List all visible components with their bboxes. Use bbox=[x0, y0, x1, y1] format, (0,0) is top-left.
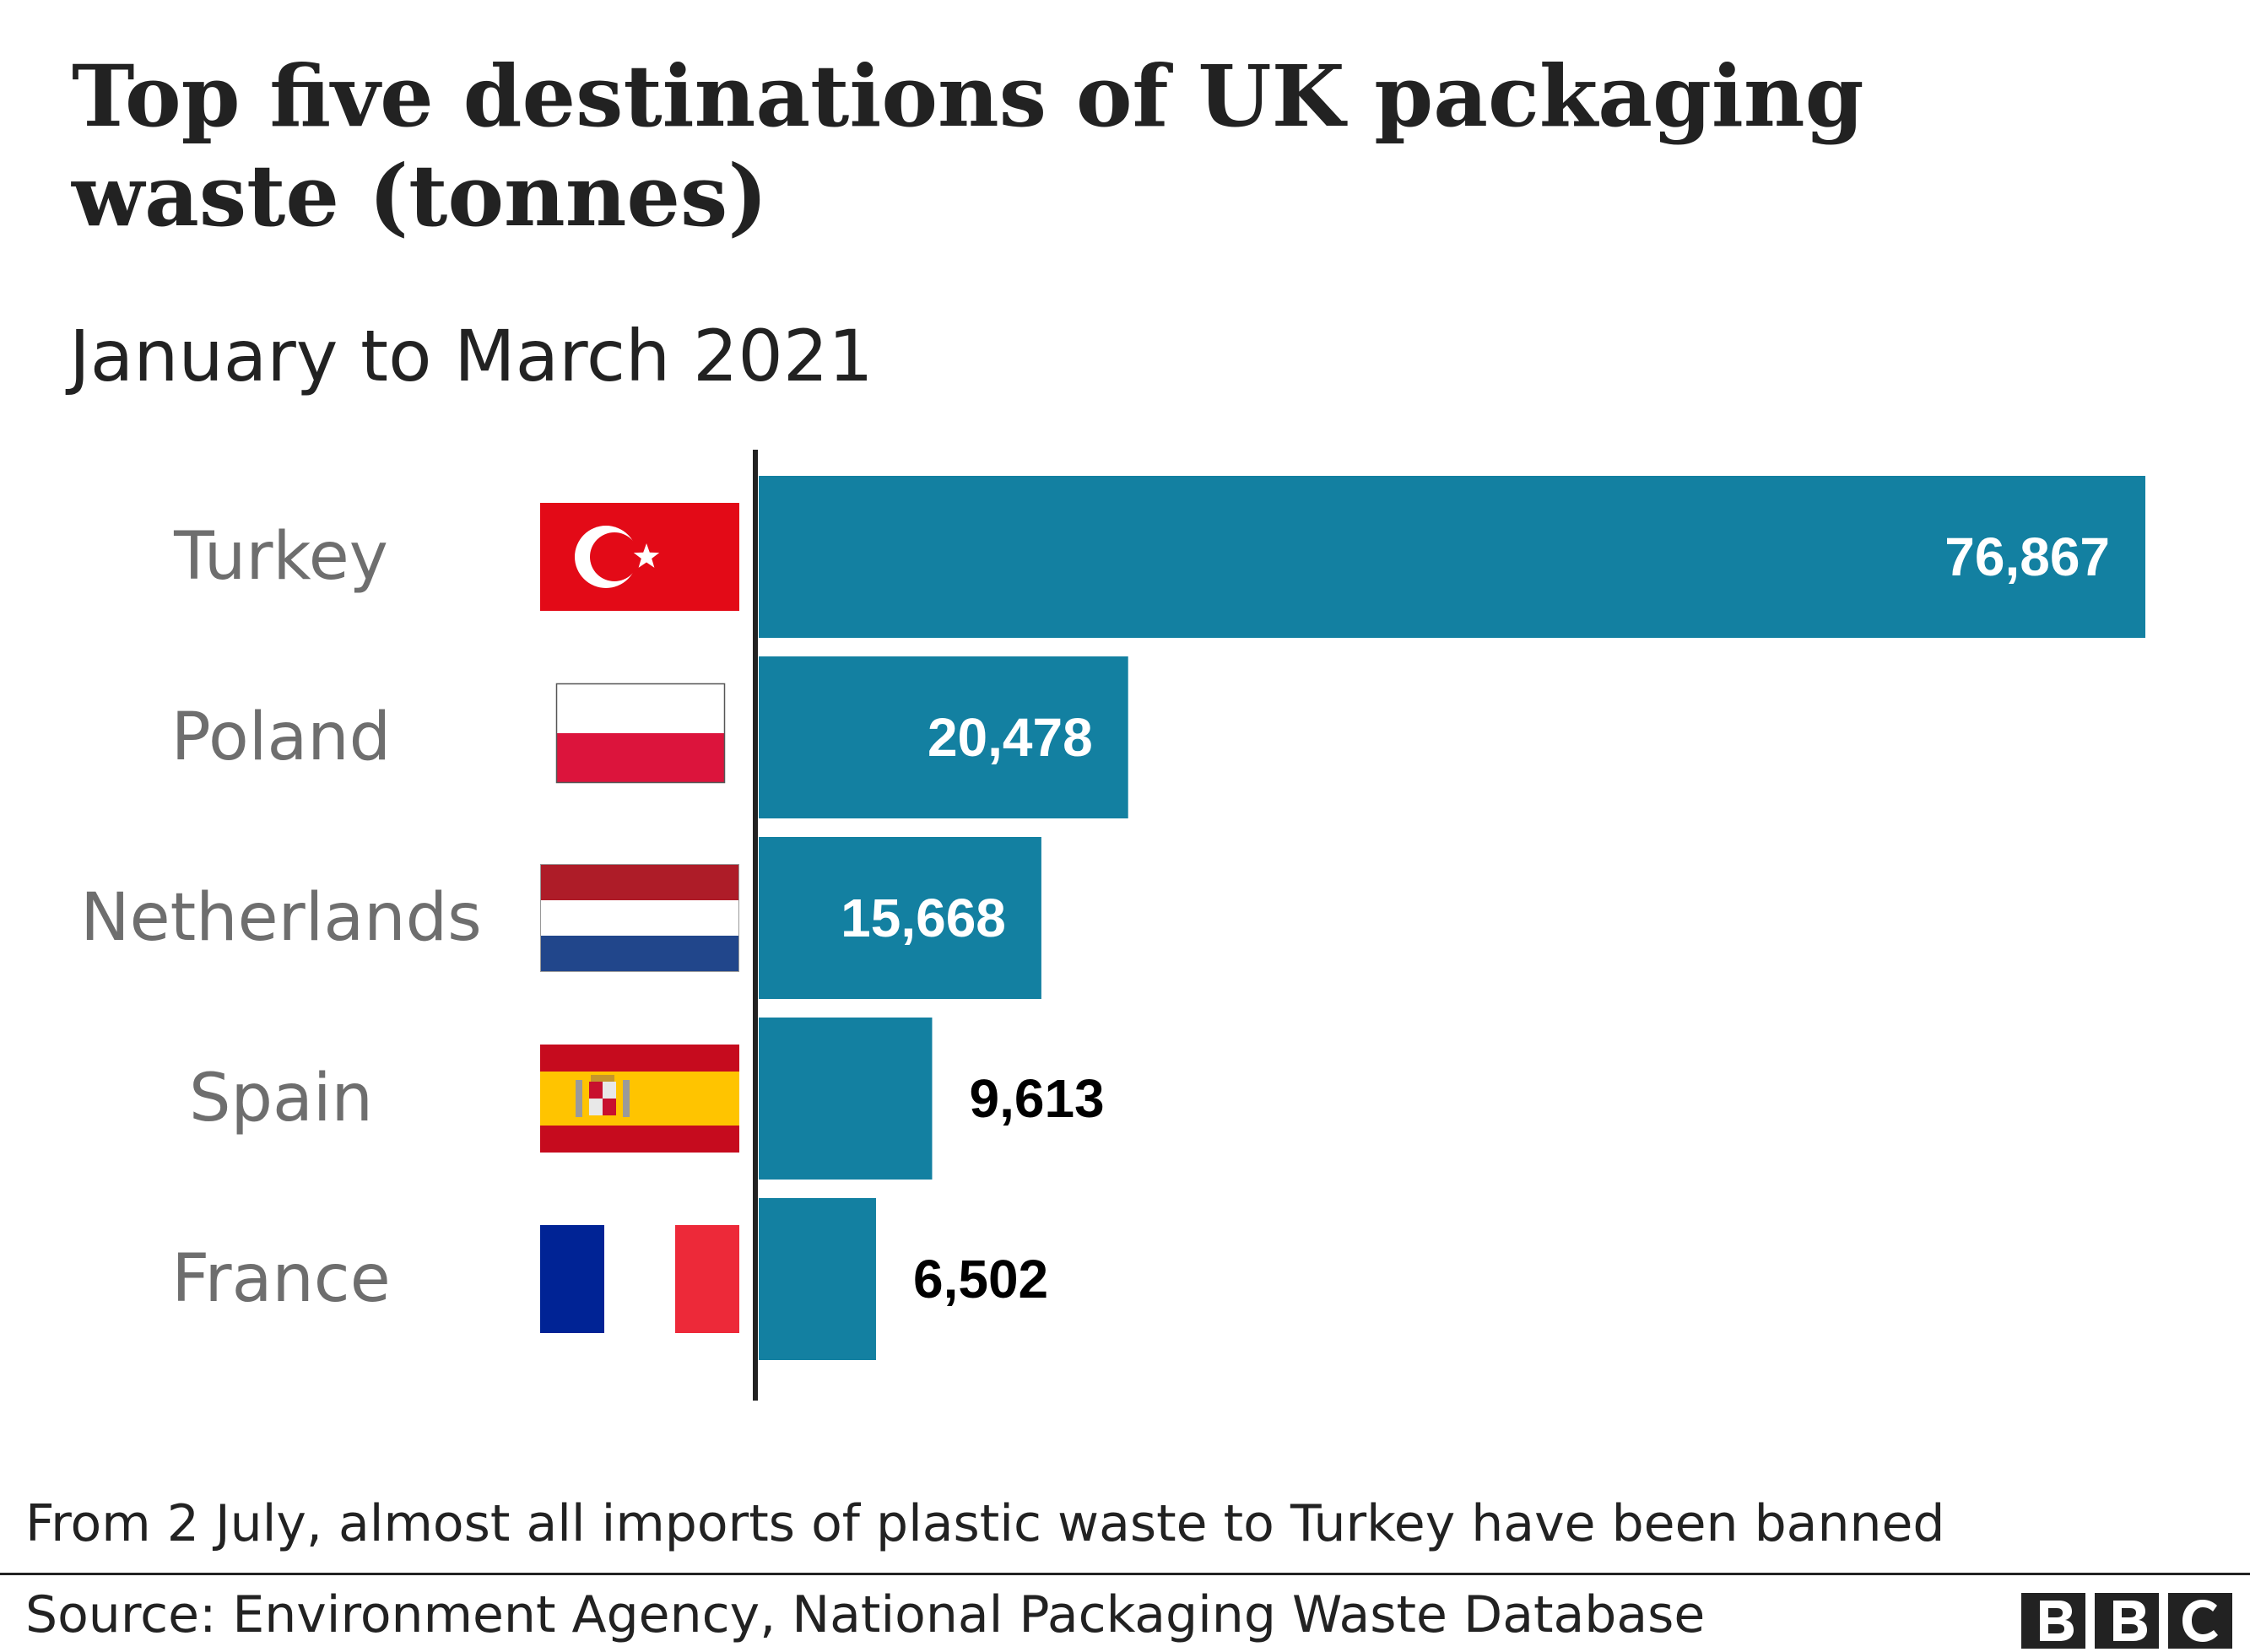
flag-star bbox=[633, 543, 660, 568]
flag-shield-quarter bbox=[589, 1099, 603, 1115]
france-flag-icon bbox=[540, 1225, 739, 1333]
y-axis-line bbox=[753, 450, 758, 1401]
flag-border bbox=[540, 864, 739, 972]
flag-red-stripe bbox=[556, 733, 725, 783]
value-label: 15,668 bbox=[841, 888, 1006, 948]
category-label: Spain bbox=[189, 1061, 373, 1136]
bar bbox=[759, 1198, 876, 1360]
bbc-logo-letter bbox=[2182, 1600, 2218, 1642]
bar bbox=[759, 1018, 933, 1180]
value-label: 9,613 bbox=[969, 1068, 1104, 1129]
flag-shield-quarter bbox=[603, 1082, 616, 1099]
bar bbox=[759, 476, 2145, 638]
flag-red-stripe bbox=[540, 1126, 739, 1153]
bbc-logo-block bbox=[2021, 1593, 2085, 1649]
turkey-flag-icon bbox=[540, 503, 739, 611]
bbc-logo-block bbox=[2168, 1593, 2232, 1649]
category-label: Poland bbox=[171, 699, 391, 775]
bar bbox=[759, 656, 1128, 818]
source-text: Source: Environment Agency, National Pac… bbox=[25, 1585, 1706, 1644]
flag-red-stripe bbox=[675, 1225, 739, 1333]
flag-pillar bbox=[623, 1080, 630, 1117]
chart-title: Top five destinations of UK packaging wa… bbox=[72, 46, 1864, 246]
flag-white-stripe bbox=[540, 900, 739, 936]
category-label: Turkey bbox=[173, 519, 388, 595]
flag-pillar bbox=[576, 1080, 582, 1117]
flag-crescent-inner bbox=[590, 532, 639, 581]
flag-red-stripe bbox=[540, 864, 739, 900]
flag-yellow-stripe bbox=[540, 1072, 739, 1126]
category-label: France bbox=[171, 1241, 390, 1317]
flag-crown bbox=[591, 1075, 614, 1082]
bbc-logo-letter bbox=[2113, 1601, 2147, 1641]
footer-divider bbox=[0, 1573, 2250, 1575]
value-label: 6,502 bbox=[913, 1249, 1048, 1309]
flag-blue-stripe bbox=[540, 1225, 604, 1333]
value-label: 76,867 bbox=[1944, 526, 2110, 587]
flag-blue-stripe bbox=[540, 936, 739, 972]
flag-red-stripe bbox=[540, 1045, 739, 1072]
chart-subtitle: January to March 2021 bbox=[69, 315, 873, 397]
flag-border bbox=[555, 683, 726, 784]
bbc-logo-letter bbox=[2040, 1601, 2074, 1641]
spain-flag-icon bbox=[540, 1045, 739, 1153]
value-label: 20,478 bbox=[928, 707, 1093, 768]
bar-chart: Turkey 76,867 Poland 20,478 Netherlands 15,66… bbox=[80, 450, 2145, 1401]
bbc-logo bbox=[2021, 1593, 2232, 1649]
flag-white-stripe bbox=[608, 1225, 672, 1333]
bbc-logo-block bbox=[2095, 1593, 2159, 1649]
netherlands-flag-icon bbox=[540, 864, 739, 972]
category-label: Netherlands bbox=[80, 880, 481, 956]
footnote: From 2 July, almost all imports of plast… bbox=[25, 1494, 1945, 1553]
bar bbox=[759, 837, 1041, 999]
poland-flag-icon bbox=[555, 683, 726, 784]
